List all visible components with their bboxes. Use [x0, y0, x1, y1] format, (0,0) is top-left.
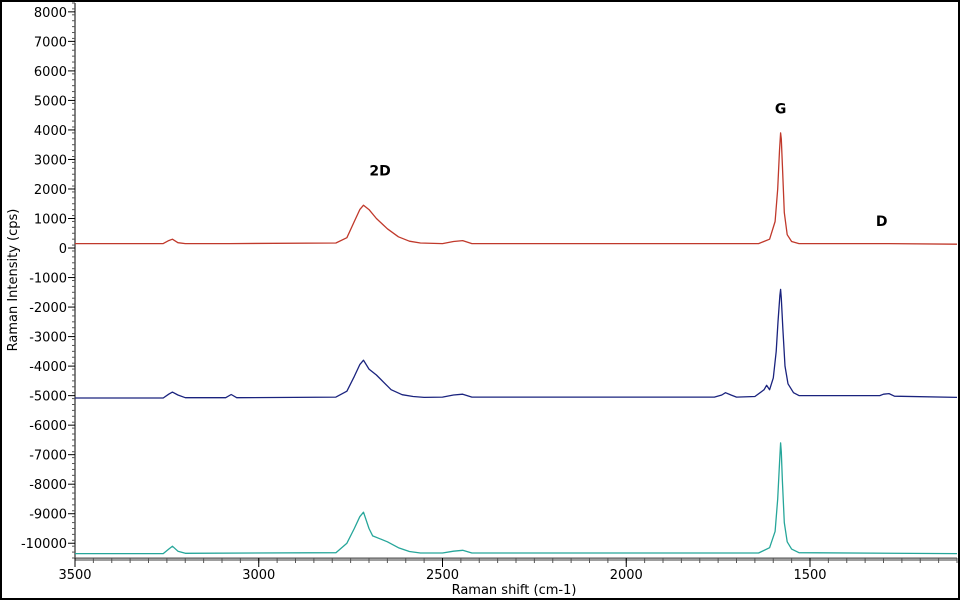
series-line-1: [75, 132, 958, 245]
x-axis-label: Raman shift (cm-1): [452, 583, 577, 598]
x-tick-label: 2000: [610, 568, 643, 583]
y-tick-label: 8000: [34, 6, 67, 21]
x-tick-label: 3500: [58, 568, 91, 583]
y-tick-label: 5000: [34, 94, 67, 109]
y-tick-label: 0: [59, 242, 67, 257]
y-tick-label: -2000: [29, 301, 67, 316]
x-tick-label: 1500: [793, 568, 826, 583]
y-tick-label: 1000: [34, 213, 67, 228]
y-tick-label: -7000: [29, 449, 67, 464]
y-tick-label: -4000: [29, 360, 67, 375]
y-tick-label: 2000: [34, 183, 67, 198]
y-tick-label: -1000: [29, 272, 67, 287]
y-tick-label: -9000: [29, 508, 67, 523]
peak-annotation: D: [876, 214, 888, 230]
y-tick-label: 6000: [34, 65, 67, 80]
y-tick-label: -10000: [21, 537, 67, 552]
series-line-3: [75, 442, 958, 555]
y-tick-label: -5000: [29, 390, 67, 405]
y-axis-label: Raman Intensity (cps): [6, 209, 21, 352]
peak-annotation: G: [775, 102, 787, 118]
peak-annotation: 2D: [369, 164, 390, 180]
x-tick-label: 2500: [426, 568, 459, 583]
y-tick-label: 4000: [34, 124, 67, 139]
y-tick-label: 7000: [34, 35, 67, 50]
y-tick-label: -8000: [29, 478, 67, 493]
y-tick-label: -3000: [29, 331, 67, 346]
series-line-2: [75, 288, 958, 399]
y-tick-label: 3000: [34, 153, 67, 168]
x-tick-label: 3000: [242, 568, 275, 583]
y-tick-label: -6000: [29, 419, 67, 434]
